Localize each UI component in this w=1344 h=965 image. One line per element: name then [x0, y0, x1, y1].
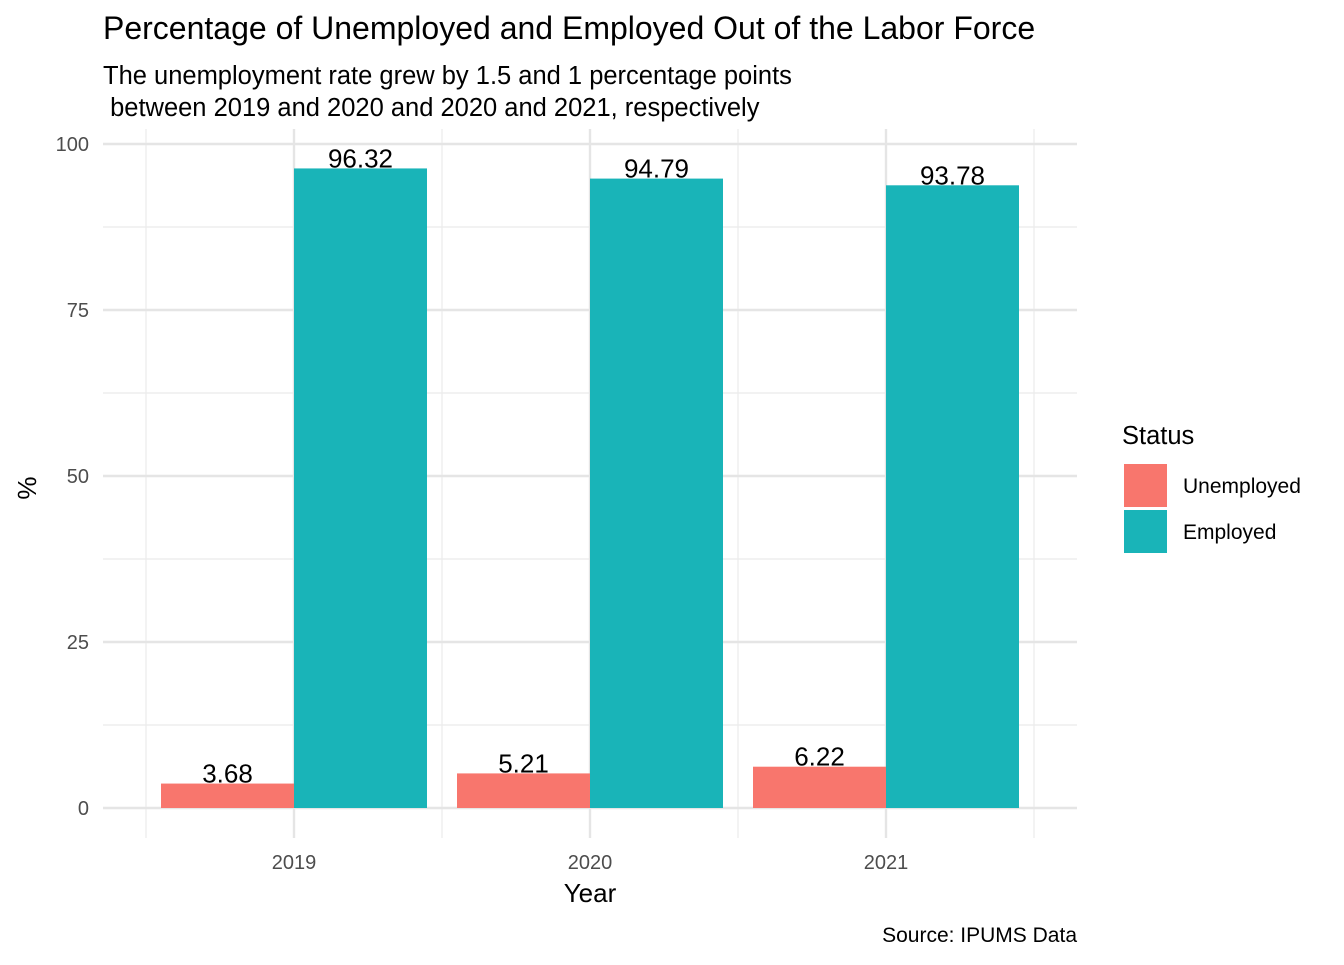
legend: Status Unemployed Employed	[1122, 422, 1301, 553]
x-axis-label: Year	[564, 878, 617, 908]
y-tick-label: 100	[56, 134, 89, 156]
bar-value-label: 96.32	[328, 143, 393, 173]
chart-title: Percentage of Unemployed and Employed Ou…	[103, 10, 1035, 46]
bars	[161, 168, 1019, 809]
legend-key-unemployed	[1124, 464, 1167, 507]
chart-subtitle-line-1: The unemployment rate grew by 1.5 and 1 …	[103, 62, 792, 90]
bar-employed-2021	[886, 185, 1019, 809]
bar-value-label: 93.78	[920, 160, 985, 190]
bar-unemployed-2020	[457, 773, 590, 808]
legend-label-employed: Employed	[1183, 521, 1276, 544]
x-tick-label: 2020	[568, 852, 613, 874]
y-tick-label: 50	[67, 466, 89, 488]
x-tick-label: 2019	[272, 852, 317, 874]
legend-label-unemployed: Unemployed	[1183, 475, 1301, 498]
bar-labels: 3.68 96.32 5.21 94.79 6.22 93.78	[202, 143, 985, 788]
bar-value-label: 6.22	[794, 742, 845, 772]
x-tick-label: 2021	[864, 852, 909, 874]
legend-title: Status	[1122, 422, 1194, 450]
bar-unemployed-2021	[753, 766, 886, 808]
bar-value-label: 3.68	[202, 759, 253, 789]
x-axis-ticks: 2019 2020 2021	[272, 852, 909, 874]
chart-subtitle-line-2: between 2019 and 2020 and 2020 and 2021,…	[103, 94, 760, 122]
bar-value-label: 94.79	[624, 154, 689, 184]
y-tick-label: 0	[78, 798, 89, 820]
bar-employed-2019	[294, 168, 427, 809]
y-tick-label: 75	[67, 300, 89, 322]
bar-value-label: 5.21	[498, 748, 549, 778]
y-axis-label: %	[12, 476, 42, 499]
y-axis-ticks: 0 25 50 75 100	[56, 134, 89, 820]
chart-caption: Source: IPUMS Data	[882, 924, 1077, 947]
y-tick-label: 25	[67, 632, 89, 654]
bar-employed-2020	[590, 178, 723, 808]
legend-key-employed	[1124, 510, 1167, 553]
bar-unemployed-2019	[161, 783, 294, 808]
